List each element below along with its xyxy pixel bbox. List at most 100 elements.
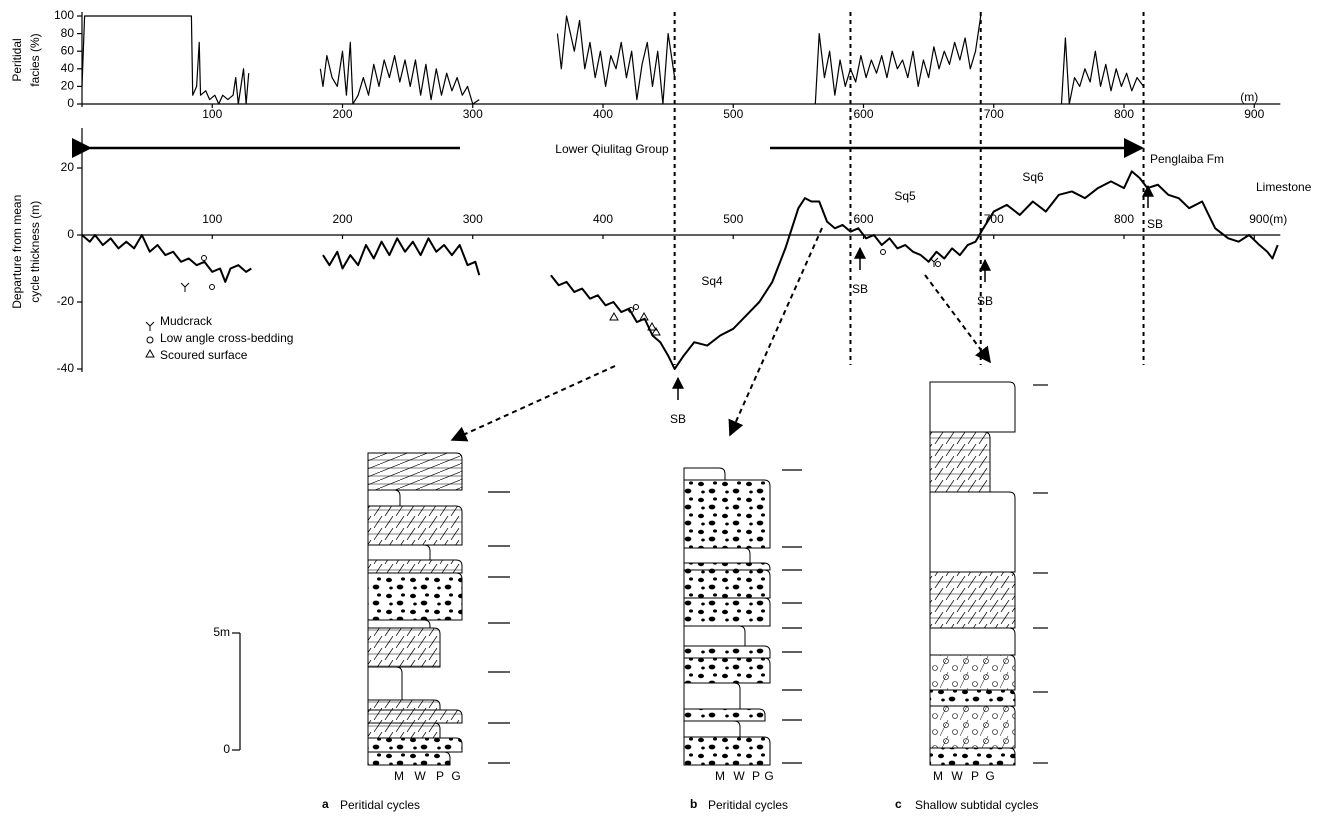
y-tick-label: 100	[54, 8, 74, 22]
legend-label: Mudcrack	[160, 314, 213, 328]
x-tick-label: 900(m)	[1249, 212, 1287, 226]
data-line	[82, 16, 249, 104]
data-line	[320, 42, 479, 104]
bed	[684, 598, 770, 626]
panel-letter: c	[895, 797, 902, 811]
bed	[684, 658, 770, 683]
y-tick-label: 20	[61, 79, 75, 93]
data-line	[815, 16, 980, 104]
x-tick-label: 700	[984, 107, 1004, 121]
grain-label: W	[951, 769, 963, 783]
bed	[930, 628, 1015, 655]
bed	[930, 690, 1015, 706]
annotation: SB	[977, 294, 993, 308]
bed	[930, 655, 1015, 690]
bed	[368, 710, 462, 723]
bed	[684, 548, 750, 563]
legend-label: Scoured surface	[160, 348, 248, 362]
annotation: Limestone	[1256, 180, 1312, 194]
bed	[368, 490, 400, 506]
y-axis-label: Peritidal	[10, 38, 24, 81]
grain-label: P	[971, 769, 979, 783]
data-line	[557, 16, 674, 104]
bed	[368, 752, 450, 765]
x-tick-label: 400	[593, 107, 613, 121]
annotation: Penglaiba Fm	[1150, 152, 1224, 166]
bed	[684, 563, 770, 570]
x-tick-label: 200	[332, 107, 352, 121]
grain-label: W	[414, 769, 426, 783]
annotation: Sq6	[1022, 170, 1044, 184]
x-tick-label: 100	[202, 107, 222, 121]
data-line	[1061, 38, 1143, 104]
grain-label: P	[436, 769, 444, 783]
panel-letter: a	[322, 797, 329, 811]
annotation: SB	[670, 412, 686, 426]
y-axis-label: cycle thickness (m)	[28, 201, 42, 303]
bed	[368, 628, 440, 667]
bed	[368, 620, 430, 628]
data-line	[323, 238, 479, 275]
bed	[930, 748, 1015, 765]
x-tick-label: 500	[723, 212, 743, 226]
x-tick-label: 900	[1244, 107, 1264, 121]
grain-label: G	[985, 769, 994, 783]
y-tick-label: 20	[61, 160, 75, 174]
x-tick-label: 100	[202, 212, 222, 226]
annotation: Lower Qiulitag Group	[555, 142, 669, 156]
y-tick-label: 0	[67, 96, 74, 110]
bed	[684, 480, 770, 548]
figure: 020406080100100200300400500600700800900(…	[0, 0, 1326, 820]
grain-label: M	[933, 769, 943, 783]
y-tick-label: 0	[67, 227, 74, 241]
bed	[684, 683, 740, 709]
x-tick-label: 200	[332, 212, 352, 226]
bed	[368, 506, 462, 545]
grain-label: M	[394, 769, 404, 783]
bed	[930, 572, 1015, 628]
bed	[930, 706, 1015, 748]
y-axis-label: Departure from mean	[10, 195, 24, 309]
bed	[368, 667, 402, 700]
panel-caption: Shallow subtidal cycles	[915, 798, 1038, 812]
bed	[368, 453, 462, 490]
bed	[684, 626, 745, 646]
grain-label: W	[733, 769, 745, 783]
bed	[368, 545, 430, 560]
x-tick-label: 800	[1114, 107, 1134, 121]
bed	[368, 560, 462, 573]
data-line	[82, 235, 251, 282]
bed	[368, 700, 440, 710]
bed	[368, 738, 462, 752]
x-tick-label: 800	[1114, 212, 1134, 226]
y-tick-label: 80	[61, 26, 75, 40]
annotation: SB	[1147, 217, 1163, 231]
annotation: Sq5	[894, 189, 916, 203]
grain-label: G	[451, 769, 460, 783]
bed	[684, 709, 765, 721]
x-tick-label: 400	[593, 212, 613, 226]
panel-caption: Peritidal cycles	[340, 798, 420, 812]
bed	[684, 646, 770, 658]
legend-label: Low angle cross-bedding	[160, 331, 293, 345]
grain-label: P	[752, 769, 760, 783]
y-tick-label: -20	[57, 294, 75, 308]
y-axis-label: facies (%)	[28, 33, 42, 86]
bed	[368, 573, 462, 620]
grain-label: G	[764, 769, 773, 783]
x-tick-label: 300	[463, 107, 483, 121]
x-tick-label: 300	[463, 212, 483, 226]
annotation: SB	[852, 282, 868, 296]
bed	[930, 382, 1015, 432]
bed	[684, 721, 740, 737]
annotation: Sq4	[701, 274, 723, 288]
y-tick-label: 40	[61, 61, 75, 75]
x-tick-label: 500	[723, 107, 743, 121]
grain-label: M	[715, 769, 725, 783]
x-unit: (m)	[1240, 90, 1258, 104]
bed	[368, 723, 440, 738]
scale-label: 0	[223, 742, 230, 756]
panel-letter: b	[690, 797, 697, 811]
y-tick-label: 60	[61, 43, 75, 57]
bed	[930, 492, 1015, 572]
